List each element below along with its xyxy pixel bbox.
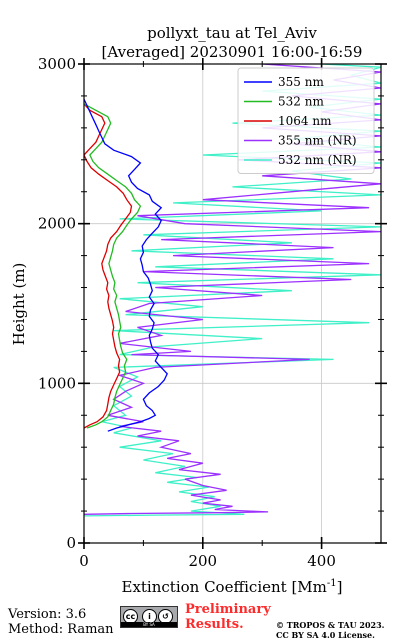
series-line-355-nm xyxy=(84,98,168,432)
chart-title-line1: pollyxt_tau at Tel_Aviv xyxy=(147,24,317,42)
method-text: Method: Raman xyxy=(8,622,114,637)
version-text: Version: 3.6 xyxy=(8,607,87,622)
plot-frame xyxy=(83,63,382,544)
series-line-1064-nm xyxy=(84,103,133,429)
copyright-line2: CC BY SA 4.0 License. xyxy=(276,630,375,640)
legend-box xyxy=(237,67,375,174)
cc-band: BY SA xyxy=(121,622,177,627)
y-tick-label: 1000 xyxy=(38,374,76,392)
y-tick-label: 2000 xyxy=(38,215,76,233)
series-line-532-nm xyxy=(84,103,142,429)
legend-label: 532 nm (NR) xyxy=(278,153,357,167)
y-axis-label: Height (m) xyxy=(10,263,28,346)
x-tick-label: 0 xyxy=(79,552,89,570)
sa-icon: ↺ xyxy=(158,609,173,624)
preliminary-line2: Results. xyxy=(185,617,244,632)
legend-label: 532 nm xyxy=(278,95,324,109)
copyright-notice: © TROPOS & TAU 2023. CC BY SA 4.0 Licens… xyxy=(276,620,384,640)
y-tick-label: 0 xyxy=(66,534,76,552)
legend-label: 355 nm xyxy=(278,75,324,89)
chart-title-line2: [Averaged] 20230901 16:00-16:59 xyxy=(102,43,363,61)
axis-ticks: 0 1000 2000 3000 0 200 400 xyxy=(38,55,387,570)
y-tick-label: 3000 xyxy=(38,55,76,73)
copyright-line1: © TROPOS & TAU 2023. xyxy=(276,620,385,630)
legend-label: 1064 nm xyxy=(278,114,332,128)
x-axis-label: Extinction Coefficient [Mm-1] xyxy=(122,578,343,596)
x-tick-label: 400 xyxy=(307,552,336,570)
preliminary-results-note: Preliminary Results. xyxy=(185,602,271,632)
x-tick-label: 200 xyxy=(188,552,217,570)
preliminary-line1: Preliminary xyxy=(185,602,271,617)
cc-license-badge-icon: cc i ↺ BY SA xyxy=(120,606,178,628)
legend: 355 nm 532 nm 1064 nm 355 nm (NR) 532 nm (NR… xyxy=(237,67,375,174)
legend-label: 355 nm (NR) xyxy=(278,134,357,148)
